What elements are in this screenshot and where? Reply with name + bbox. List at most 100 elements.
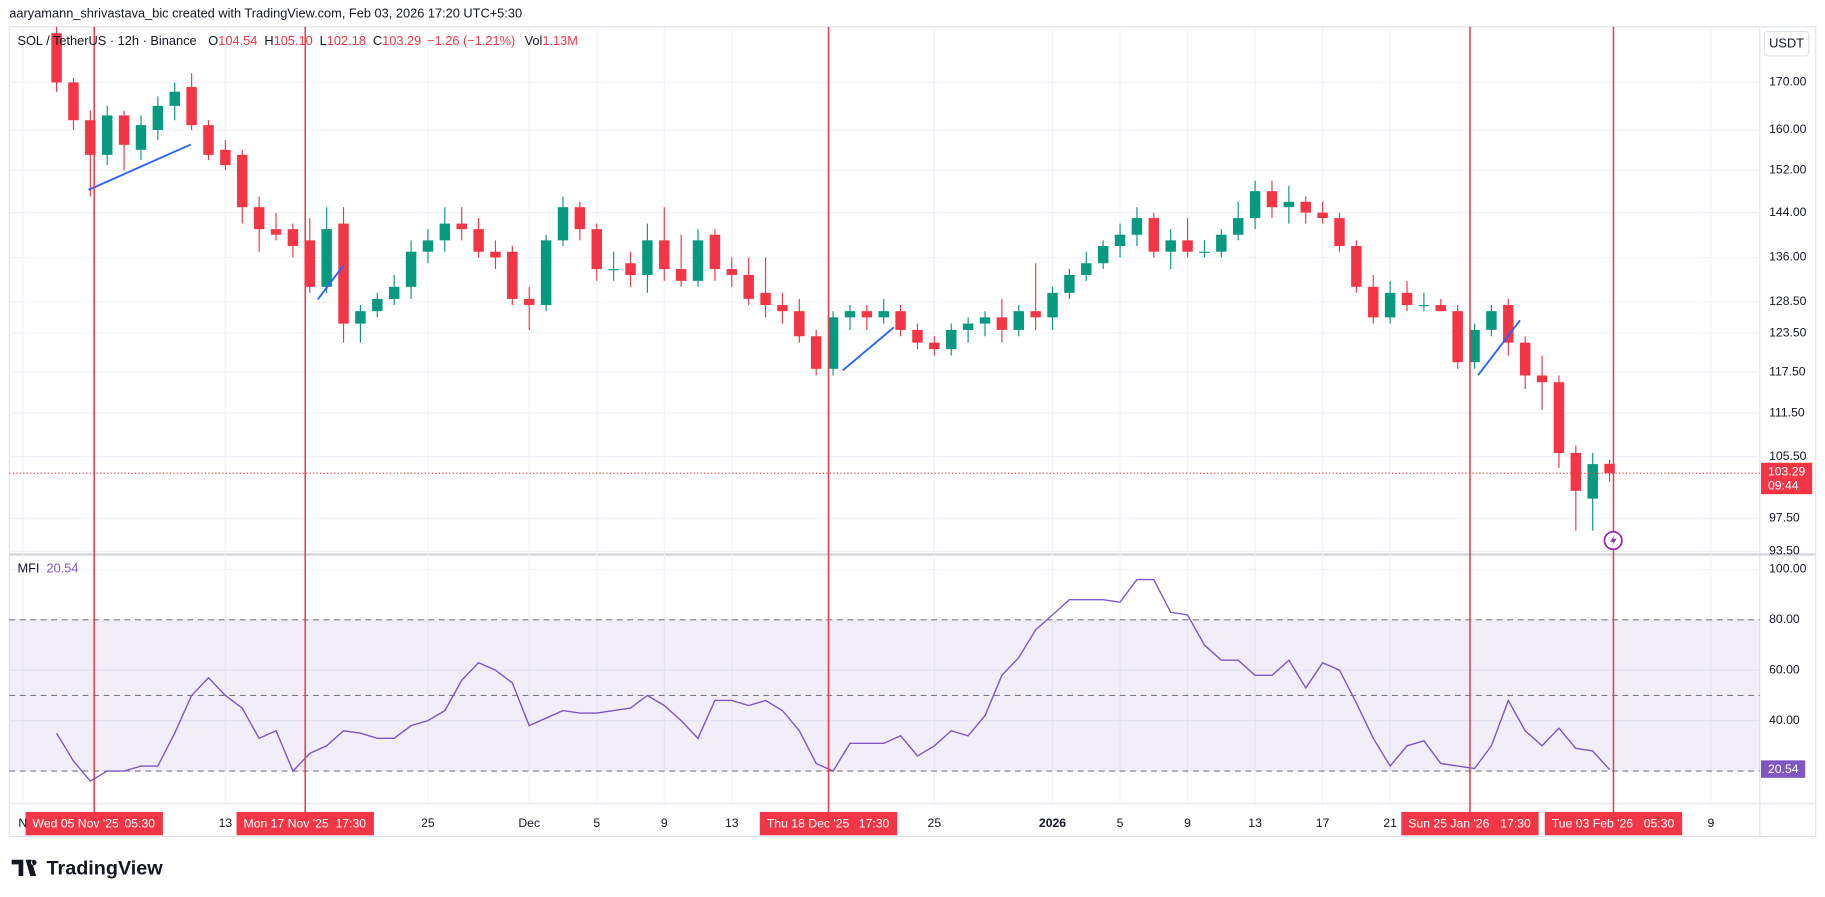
last-price-box <box>1760 462 1813 495</box>
candle-body <box>338 223 349 324</box>
candle-body <box>439 223 451 241</box>
ohlc-label: L <box>320 33 327 48</box>
candle-body <box>1418 305 1430 307</box>
candle-body <box>675 269 687 281</box>
candle-body <box>979 317 991 324</box>
volume-value: 1.13M <box>542 33 578 48</box>
y-tick-label: 152.00 <box>1769 162 1807 176</box>
x-tick-label: 25 <box>928 816 942 830</box>
candle-body <box>1216 234 1227 252</box>
y-tick-label: 105.50 <box>1769 449 1807 463</box>
candle-body <box>1131 218 1143 235</box>
price-pane <box>51 26 1615 531</box>
candle-body <box>1232 218 1244 235</box>
candle-body <box>895 311 906 330</box>
currency-box[interactable]: USDT <box>1763 30 1810 57</box>
candle-body <box>1384 292 1396 318</box>
y-tick-label: 117.50 <box>1769 364 1806 378</box>
candle-body <box>456 223 467 230</box>
candle-body <box>557 207 569 241</box>
ohlc-value: 104.54 <box>218 33 257 48</box>
candle-body <box>608 269 619 271</box>
last-price-label: 103.29 <box>1768 464 1806 478</box>
candle-body <box>1368 286 1379 318</box>
candle-body <box>1064 274 1075 293</box>
candle-body <box>1401 292 1413 306</box>
candle-body <box>355 311 366 324</box>
candle-body <box>101 115 113 155</box>
candle-body <box>169 91 180 106</box>
candle-body <box>1503 305 1514 343</box>
y-tick-label: 160.00 <box>1769 122 1807 136</box>
y-tick-label: 93.50 <box>1769 544 1800 558</box>
drawings <box>88 143 1521 376</box>
candle-body <box>827 317 839 369</box>
ohlc-label: C <box>373 33 382 48</box>
candle-body <box>878 311 889 318</box>
candle-body <box>152 105 164 130</box>
candle-body <box>405 251 417 287</box>
candle-body <box>1334 218 1345 247</box>
candle-body <box>574 207 586 230</box>
candle-body <box>810 336 822 369</box>
candle-body <box>1182 240 1193 252</box>
candle-body <box>659 240 670 270</box>
trend-line <box>88 143 192 191</box>
trend-line <box>317 265 345 300</box>
trend-line <box>842 326 895 372</box>
marker-date: Wed 05 Nov '25 <box>33 816 119 830</box>
candle-body <box>844 311 856 318</box>
ohlc-label: O <box>208 33 218 48</box>
ohlc-value: 102.18 <box>327 33 366 48</box>
y-tick-label: 60.00 <box>1769 662 1800 676</box>
logo: TradingView <box>11 857 163 879</box>
candle-body <box>85 120 96 155</box>
volume-label: Vol <box>525 33 543 48</box>
mfi-legend: MFI 20.54 <box>17 561 78 576</box>
candle-body <box>912 329 923 343</box>
x-tick-label: 9 <box>661 816 668 830</box>
candle-body <box>135 125 147 150</box>
candle-body <box>743 274 754 299</box>
marker-label-box <box>759 811 898 836</box>
candle-body <box>51 33 62 83</box>
y-tick-label: 100.00 <box>1769 562 1807 576</box>
candle-body <box>1300 201 1311 213</box>
y-tick-label: 111.50 <box>1769 405 1805 419</box>
candle-body <box>1536 375 1548 383</box>
x-tick-label: 25 <box>421 816 435 830</box>
candle-body <box>1435 305 1447 312</box>
marker-date: Thu 18 Dec '25 <box>767 816 850 830</box>
candle-body <box>507 251 518 299</box>
x-tick-label: Dec <box>518 816 540 830</box>
candle-body <box>372 298 383 312</box>
candle-body <box>692 240 704 281</box>
alert-icon[interactable] <box>1603 530 1623 551</box>
candle-body <box>237 154 248 208</box>
marker-time: 17:30 <box>859 816 890 830</box>
currency-button[interactable] <box>1763 30 1810 57</box>
marker-date: Mon 17 Nov '25 <box>244 816 329 830</box>
candle-body <box>996 317 1008 330</box>
candle-body <box>540 240 552 306</box>
candle-body <box>1351 246 1362 287</box>
mfi-last-box <box>1760 760 1806 778</box>
candle-body <box>68 82 79 121</box>
ohlc-label: H <box>264 33 273 48</box>
y-tick-label: 144.00 <box>1769 205 1807 219</box>
countdown-label: 09:44 <box>1768 478 1799 492</box>
candle-body <box>794 311 805 337</box>
candle-body <box>1486 311 1497 330</box>
candle-body <box>473 229 484 252</box>
marker-label-box <box>1544 811 1683 836</box>
x-tick-label: 5 <box>593 816 600 830</box>
attribution: aaryamann_shrivastava_bic created with T… <box>9 5 522 20</box>
candle-body <box>1317 212 1328 219</box>
mfi-pane <box>9 578 1760 782</box>
candle-body <box>962 323 974 330</box>
candle-body <box>591 229 602 270</box>
marker-time: 05:30 <box>1644 816 1675 830</box>
